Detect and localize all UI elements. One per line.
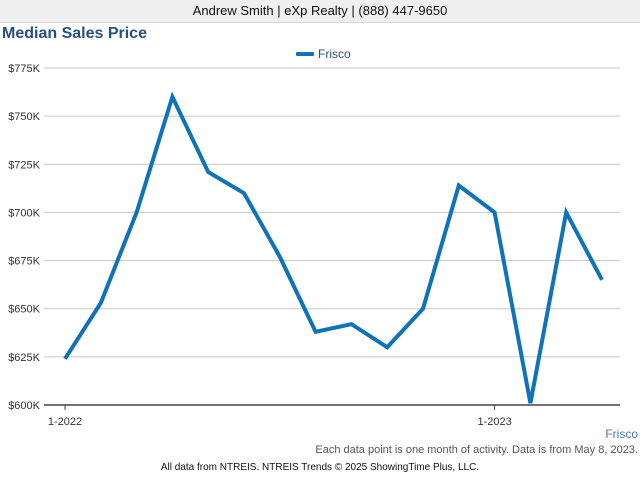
y-tick-label: $775K <box>8 63 40 75</box>
agent-header: Andrew Smith | eXp Realty | (888) 447-96… <box>0 0 640 23</box>
y-tick-label: $650K <box>8 304 40 316</box>
y-tick-label: $700K <box>8 207 40 219</box>
x-tick-label: 1-2023 <box>477 416 511 428</box>
y-tick-label: $675K <box>8 256 40 268</box>
legend-line-swatch <box>296 52 314 56</box>
y-tick-label: $750K <box>8 111 40 123</box>
legend-label-frisco: Frisco <box>318 47 351 61</box>
footer-credit: All data from NTREIS. NTREIS Trends © 20… <box>160 462 480 473</box>
y-tick-label: $600K <box>8 400 40 412</box>
x-tick-label: 1-2022 <box>48 416 82 428</box>
line-chart: $600K $625K $650K $675K $700K $725K $750K $775K… <box>8 63 620 428</box>
y-tick-label: $725K <box>8 159 40 171</box>
chart-title: Median Sales Price <box>2 25 147 42</box>
agent-header-text: Andrew Smith | eXp Realty | (888) 447-96… <box>192 3 448 18</box>
data-note: Each data point is one month of activity… <box>315 444 638 456</box>
series-line-frisco <box>63 91 604 404</box>
y-tick-label: $625K <box>8 352 40 364</box>
area-label: Frisco <box>605 427 638 441</box>
chart-legend[interactable]: Frisco <box>296 46 351 62</box>
